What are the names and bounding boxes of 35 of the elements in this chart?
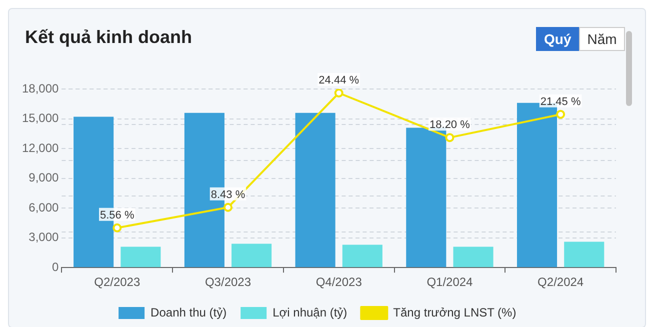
y-tick-label: 15,000 — [22, 111, 60, 126]
legend-label: Lợi nhuận (tỷ) — [272, 305, 348, 320]
point — [556, 110, 566, 119]
y-tick-label: 18,000 — [22, 81, 60, 96]
bar — [232, 244, 272, 268]
x-tick-label: Q2/2023 — [94, 275, 140, 290]
point — [445, 133, 454, 142]
data-label: 21.45 % — [540, 96, 581, 108]
legend-label: Doanh thu (tỷ) — [150, 305, 227, 320]
y-tick-label: 6,000 — [28, 200, 60, 214]
bar — [342, 244, 382, 268]
y-tick-label: 9,000 — [28, 170, 60, 185]
x-tick-label: Q1/2024 — [426, 275, 474, 290]
bar — [564, 242, 604, 268]
data-label: 8.43 % — [210, 188, 246, 201]
chart-title: Kết quả kinh doanh — [25, 27, 192, 48]
y-tick-label: 3,000 — [28, 230, 60, 244]
bar — [406, 128, 446, 268]
x-tick-label: Q2/2024 — [538, 275, 584, 290]
text: Năm — [579, 27, 625, 51]
bar — [295, 112, 336, 268]
bar — [453, 246, 494, 268]
data-label: 18.20 % — [430, 119, 470, 132]
x-tick-label: Q3/2023 — [204, 275, 252, 290]
data-label: 5.56 % — [100, 209, 134, 222]
text: Quý — [536, 27, 580, 51]
point — [112, 223, 122, 232]
data-label: 24.44 % — [318, 74, 360, 87]
point — [334, 89, 344, 98]
y-tick-label: 12,000 — [22, 140, 60, 155]
x-tick-label: Q4/2023 — [316, 275, 362, 290]
bar — [120, 246, 161, 268]
y-tick-label: 0 — [52, 260, 60, 274]
legend-label: Tăng trưởng LNST (%) — [393, 305, 516, 320]
point — [223, 202, 232, 212]
